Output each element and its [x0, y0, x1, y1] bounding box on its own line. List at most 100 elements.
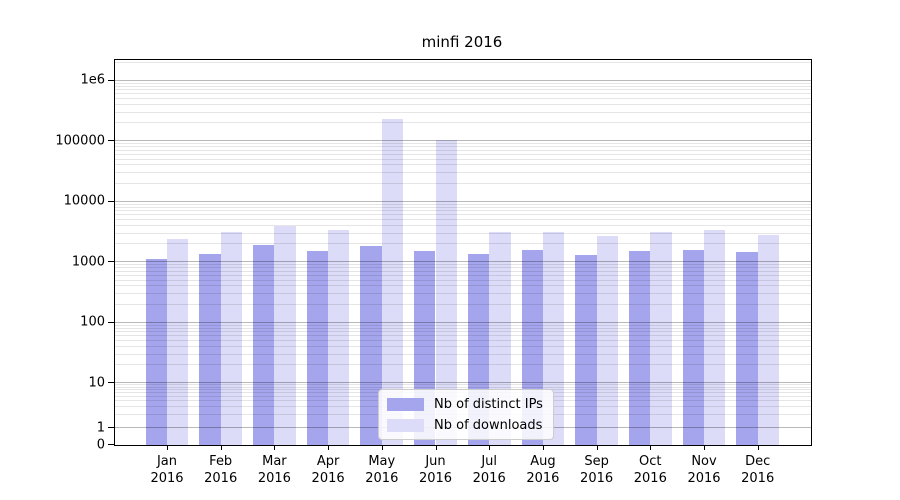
gridline-minor [115, 386, 811, 388]
y-tick-mark [108, 321, 114, 323]
gridline-minor [115, 267, 811, 269]
y-tick-label: 0 [96, 437, 105, 452]
gridline-minor [115, 224, 811, 226]
gridline-minor [115, 274, 811, 276]
x-tick-mark [650, 446, 652, 450]
x-tick-mark [274, 446, 276, 450]
bar-downloads-apr [328, 229, 350, 445]
y-tick-mark [108, 200, 114, 202]
y-tick-mark [108, 382, 114, 384]
y-tick-mark [108, 140, 114, 142]
gridline-minor [115, 279, 811, 281]
gridline-minor [115, 149, 811, 151]
x-tick-mark [596, 446, 598, 450]
gridline-minor [115, 270, 811, 272]
legend-swatch-distinct-ips [387, 397, 424, 411]
gridline-minor [115, 353, 811, 355]
gridline-major [115, 200, 811, 202]
gridline-minor [115, 340, 811, 342]
x-tick-mark [542, 446, 544, 450]
gridline-minor [115, 335, 811, 337]
gridline-minor [115, 103, 811, 105]
x-tick-label-feb: Feb 2016 [204, 454, 238, 486]
bar-downloads-jun [435, 139, 457, 445]
y-tick-label: 100000 [55, 133, 105, 149]
gridline-minor [115, 82, 811, 84]
x-tick-label-jul: Jul 2016 [472, 454, 506, 486]
x-tick-mark [381, 446, 383, 450]
bar-distinct-ips-feb [199, 253, 221, 445]
bar-distinct-ips-apr [306, 250, 329, 445]
gridline-major [115, 79, 811, 81]
gridline-minor [115, 143, 811, 145]
bar-distinct-ips-mar [253, 245, 275, 445]
gridline-minor [115, 203, 811, 205]
gridline-minor [115, 93, 811, 95]
x-tick-label-dec: Dec 2016 [741, 454, 775, 486]
x-tick-mark [435, 446, 437, 450]
y-tick-label: 1 [96, 420, 105, 436]
x-tick-label-sep: Sep 2016 [580, 454, 614, 486]
gridline-minor [115, 264, 811, 266]
legend-label-downloads: Nb of downloads [434, 417, 543, 433]
y-tick-mark [108, 261, 114, 263]
chart-title: minfi 2016 [421, 33, 503, 51]
x-tick-label-jun: Jun 2016 [418, 454, 453, 486]
gridline-minor [115, 172, 811, 174]
bar-downloads-sep [596, 235, 618, 445]
gridline-minor [115, 153, 811, 155]
legend-swatch-downloads [387, 418, 424, 432]
y-tick-label: 1000 [71, 254, 105, 270]
gridline-minor [115, 384, 811, 386]
x-tick-mark [167, 446, 168, 450]
bar-distinct-ips-nov [682, 249, 704, 445]
plot-area: 0 1 10 100 1000 10000 100000 1e6 Jan 2016 Feb 2016 M… [55, 59, 812, 486]
legend-item-distinct-ips: Nb of distinct IPs [387, 395, 543, 413]
y-tick-label: 10000 [63, 193, 105, 209]
y-tick-mark [108, 427, 114, 429]
gridline-minor [115, 98, 811, 100]
y-tick-label: 100 [80, 314, 105, 330]
bar-downloads-oct [650, 232, 672, 445]
gridline-major [115, 382, 811, 384]
x-tick-mark [328, 446, 330, 450]
x-tick-mark [489, 446, 491, 450]
bar-downloads-may [381, 118, 404, 445]
bar-distinct-ips-jan [145, 259, 167, 445]
gridline-minor [115, 111, 811, 113]
gridline-minor [115, 303, 811, 305]
bar-downloads-mar [274, 225, 296, 445]
gridline-minor [115, 364, 811, 366]
gridline-minor [115, 122, 811, 124]
gridline-minor [115, 214, 811, 216]
bar-distinct-ips-oct [628, 250, 651, 445]
y-tick-mark [108, 79, 114, 81]
gridline-minor [115, 243, 811, 245]
gridline-minor [115, 89, 811, 91]
legend: Nb of distinct IPs Nb of downloads [378, 389, 554, 440]
gridline-minor [115, 158, 811, 160]
gridline-minor [115, 293, 811, 295]
gridline-minor [115, 324, 811, 326]
gridline-minor [115, 219, 811, 221]
gridline-major [115, 321, 811, 323]
y-tick-mark [108, 444, 114, 445]
gridline-minor [115, 210, 811, 212]
bar-distinct-ips-dec [736, 251, 758, 445]
gridline-minor [115, 232, 811, 234]
bar-downloads-feb [220, 232, 243, 445]
bar-distinct-ips-may [360, 245, 382, 445]
x-tick-mark [757, 446, 759, 450]
bar-downloads-dec [757, 234, 780, 445]
gridline-minor [115, 146, 811, 148]
x-tick-label-nov: Nov 2016 [687, 454, 721, 486]
x-tick-label-jan: Jan 2016 [150, 454, 184, 486]
gridline-major [115, 140, 811, 142]
gridline-minor [115, 331, 811, 333]
gridline-major [115, 261, 811, 263]
x-tick-label-may: May 2016 [365, 454, 399, 486]
gridline-minor [115, 182, 811, 184]
gridline-minor [115, 345, 811, 347]
gridline-minor [115, 206, 811, 208]
